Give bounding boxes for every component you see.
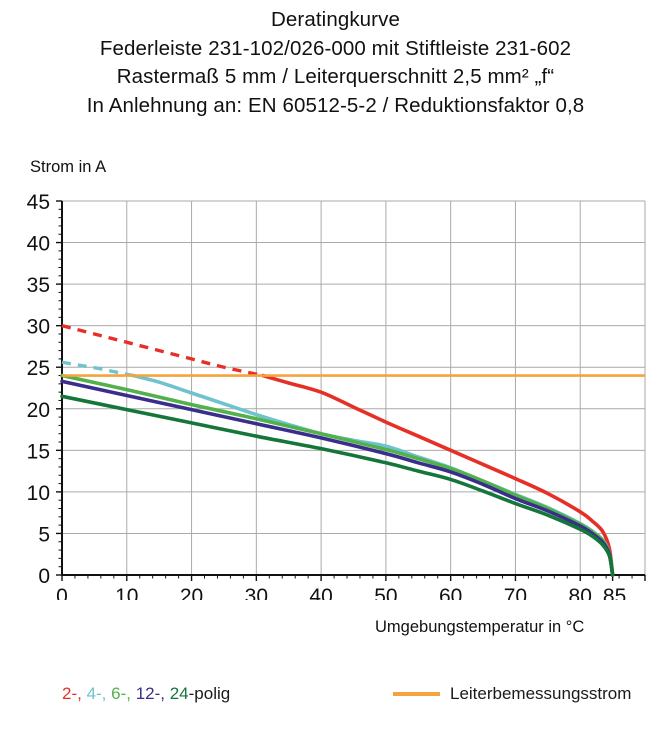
series-12-polig (60, 379, 615, 577)
y-tick-label: 40 (27, 233, 50, 256)
y-tick-label: 10 (27, 482, 50, 505)
y-tick-label: 20 (27, 399, 50, 422)
series-6-polig (60, 373, 615, 577)
title-line-4: In Anlehnung an: EN 60512-5-2 / Reduktio… (86, 93, 585, 117)
y-axis-label: Strom in A (30, 158, 107, 176)
chart-legend: 2-, 4-, 6-, 12-, 24-polig Leiterbemessun… (0, 678, 671, 724)
title-line-3: Rastermaß 5 mm / Leiterquerschnitt 2,5 m… (116, 65, 555, 88)
x-tick-label: 30 (245, 585, 268, 600)
axis-lines (61, 201, 645, 576)
chart-title-block: Deratingkurve Federleiste 231-102/026-00… (0, 0, 671, 120)
y-tick-label: 30 (27, 316, 50, 339)
x-tick-label: 60 (439, 585, 462, 600)
legend-pole-4-polig: 4-, (86, 684, 112, 703)
x-tick-label: 80 (569, 585, 592, 600)
axis-ticks (56, 200, 646, 581)
data-series-layer (60, 324, 615, 577)
series-2-polig (61, 324, 615, 577)
x-tick-label-85: 85 (603, 585, 626, 600)
derating-chart: Strom in A 0 10 20 30 40 50 60 70 80 85 0 5 10 15 20 25… (0, 155, 671, 600)
y-tick-label: 5 (38, 523, 50, 546)
y-tick-label: 15 (27, 440, 50, 463)
legend-poles-suffix: -polig (188, 684, 231, 703)
legend-pole-24-polig: 24 (169, 684, 189, 703)
x-tick-label: 20 (180, 585, 203, 600)
rated-current-swatch (393, 692, 440, 696)
x-tick-label: 10 (115, 585, 138, 600)
x-tick-label: 50 (374, 585, 397, 600)
y-tick-label: 45 (27, 191, 50, 214)
y-tick-label: 25 (27, 357, 50, 380)
plot-canvas: 0 10 20 30 40 50 60 70 80 85 0 5 10 15 20 25 30 35 40 45 (27, 191, 646, 600)
y-tick-label: 35 (27, 274, 50, 297)
legend-rated-current-entry: Leiterbemessungsstrom (393, 684, 631, 704)
title-line-1: Deratingkurve (271, 8, 400, 31)
series-24-polig (60, 394, 615, 577)
x-axis-label: Umgebungstemperatur in °C (375, 618, 585, 636)
legend-pole-2-polig: 2-, (62, 684, 87, 703)
axis-tick-labels: 0 10 20 30 40 50 60 70 80 85 0 5 10 15 20 25 30 35 40 45 (27, 191, 627, 600)
x-tick-label: 0 (56, 585, 68, 600)
x-tick-label: 40 (309, 585, 332, 600)
legend-pole-12-polig: 12-, (135, 684, 170, 703)
x-tick-label: 70 (504, 585, 527, 600)
legend-pole-6-polig: 6-, (111, 684, 136, 703)
title-line-2: Federleiste 231-102/026-000 mit Stiftlei… (99, 36, 572, 60)
y-tick-label: 0 (38, 565, 50, 588)
legend-poles-entry: 2-, 4-, 6-, 12-, 24-polig (62, 684, 230, 704)
legend-rated-label: Leiterbemessungsstrom (450, 684, 632, 703)
